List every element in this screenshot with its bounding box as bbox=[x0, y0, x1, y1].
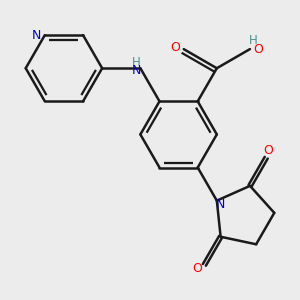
Text: H: H bbox=[249, 34, 258, 47]
Text: N: N bbox=[132, 64, 141, 76]
Text: H: H bbox=[132, 56, 141, 69]
Text: N: N bbox=[32, 28, 41, 42]
Text: O: O bbox=[263, 144, 273, 157]
Text: O: O bbox=[254, 43, 263, 56]
Text: O: O bbox=[170, 41, 180, 54]
Text: N: N bbox=[216, 198, 225, 211]
Text: O: O bbox=[193, 262, 202, 275]
